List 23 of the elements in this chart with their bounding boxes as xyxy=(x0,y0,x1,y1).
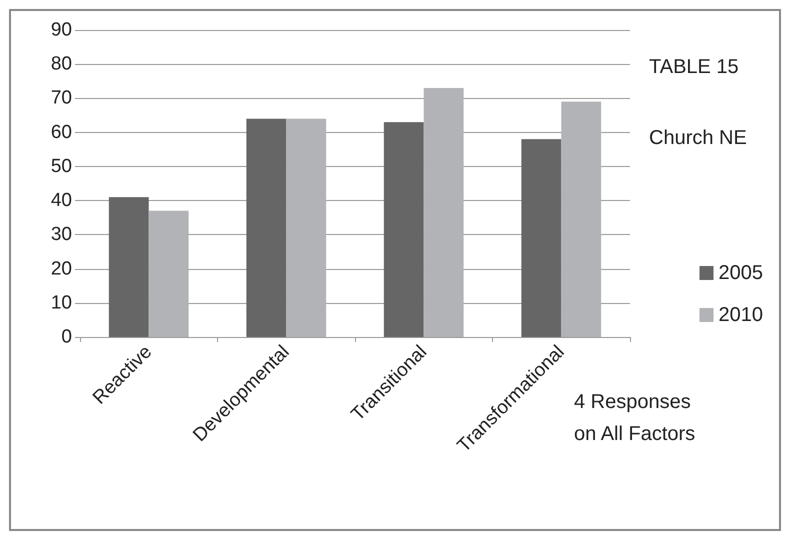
bar xyxy=(246,118,286,337)
y-tick-label: 90 xyxy=(50,20,72,40)
bar xyxy=(521,139,562,337)
y-tick-label: 20 xyxy=(50,258,72,280)
bar xyxy=(384,122,424,337)
bar xyxy=(148,210,189,337)
y-tick-label: 40 xyxy=(50,190,72,212)
text: 4 Responses on All Factors xyxy=(574,391,696,445)
y-tick-label: 70 xyxy=(50,88,72,109)
legend-label: 2005 xyxy=(718,262,764,284)
bar xyxy=(561,102,602,337)
bar xyxy=(108,197,149,337)
y-tick-label: 80 xyxy=(50,54,72,75)
text: TABLE 15 xyxy=(649,56,739,78)
y-tick-label: 30 xyxy=(50,224,72,246)
y-tick-label: 60 xyxy=(50,122,72,143)
y-tick-label: 0 xyxy=(61,326,72,348)
y-tick-label: 50 xyxy=(50,156,72,177)
bar xyxy=(286,118,326,337)
bar xyxy=(424,88,464,337)
legend-label: 2010 xyxy=(718,304,764,326)
text: Church NE xyxy=(649,127,747,149)
y-tick-label: 10 xyxy=(50,292,72,314)
